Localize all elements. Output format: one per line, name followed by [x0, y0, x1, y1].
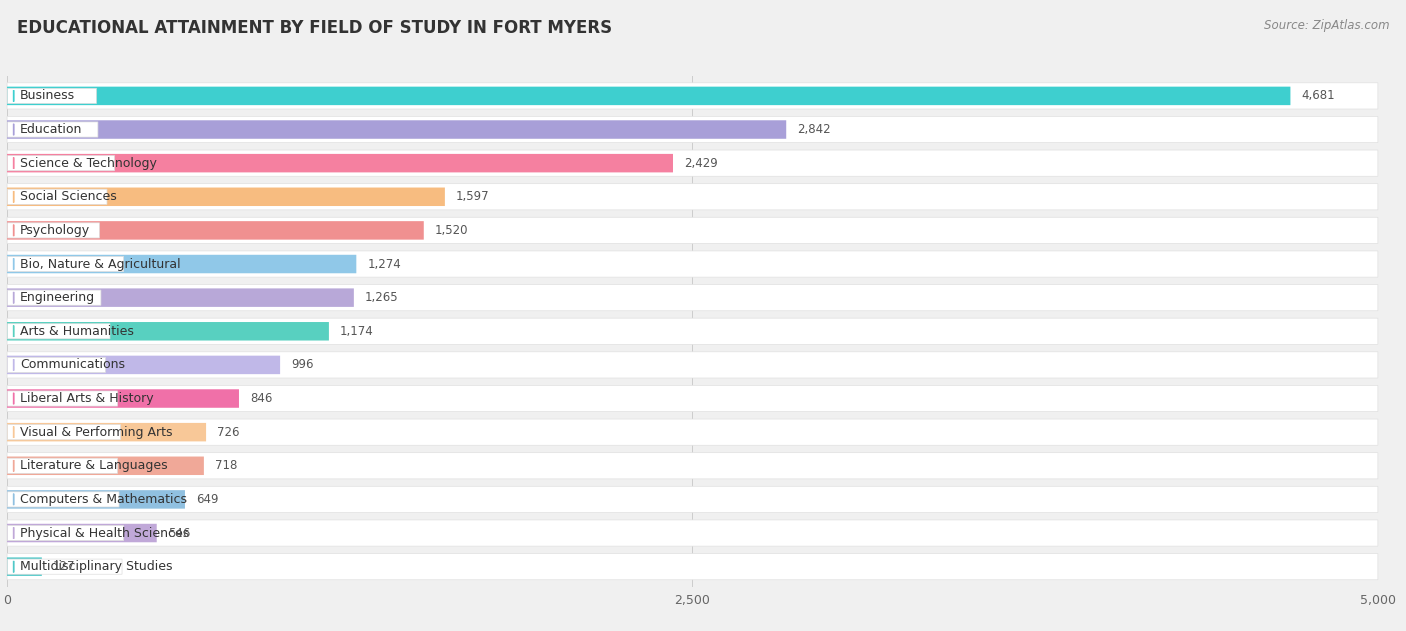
FancyBboxPatch shape	[7, 452, 1378, 479]
FancyBboxPatch shape	[7, 490, 186, 509]
Text: Multidisciplinary Studies: Multidisciplinary Studies	[20, 560, 173, 573]
Text: 996: 996	[291, 358, 314, 372]
Text: Science & Technology: Science & Technology	[20, 156, 157, 170]
Text: Engineering: Engineering	[20, 291, 96, 304]
FancyBboxPatch shape	[7, 386, 1378, 411]
Text: Source: ZipAtlas.com: Source: ZipAtlas.com	[1264, 19, 1389, 32]
FancyBboxPatch shape	[7, 391, 118, 406]
FancyBboxPatch shape	[7, 187, 444, 206]
FancyBboxPatch shape	[7, 256, 124, 271]
Text: 649: 649	[195, 493, 218, 506]
Text: Literature & Languages: Literature & Languages	[20, 459, 167, 472]
Text: 2,842: 2,842	[797, 123, 831, 136]
FancyBboxPatch shape	[7, 526, 124, 541]
FancyBboxPatch shape	[7, 457, 204, 475]
FancyBboxPatch shape	[7, 285, 1378, 310]
FancyBboxPatch shape	[7, 520, 1378, 546]
FancyBboxPatch shape	[7, 150, 1378, 176]
FancyBboxPatch shape	[7, 116, 1378, 143]
FancyBboxPatch shape	[7, 425, 121, 440]
FancyBboxPatch shape	[7, 83, 1378, 109]
FancyBboxPatch shape	[7, 553, 1378, 580]
FancyBboxPatch shape	[7, 184, 1378, 210]
Text: 1,174: 1,174	[340, 325, 374, 338]
FancyBboxPatch shape	[7, 559, 122, 574]
FancyBboxPatch shape	[7, 458, 118, 473]
FancyBboxPatch shape	[7, 324, 110, 339]
Text: 718: 718	[215, 459, 238, 472]
Text: 127: 127	[53, 560, 76, 573]
FancyBboxPatch shape	[7, 524, 156, 542]
FancyBboxPatch shape	[7, 154, 673, 172]
FancyBboxPatch shape	[7, 487, 1378, 512]
Text: 1,520: 1,520	[434, 224, 468, 237]
Text: Business: Business	[20, 90, 75, 102]
Text: 846: 846	[250, 392, 273, 405]
FancyBboxPatch shape	[7, 88, 97, 103]
Text: 4,681: 4,681	[1302, 90, 1336, 102]
FancyBboxPatch shape	[7, 217, 1378, 244]
FancyBboxPatch shape	[7, 423, 207, 442]
FancyBboxPatch shape	[7, 356, 280, 374]
Text: Liberal Arts & History: Liberal Arts & History	[20, 392, 153, 405]
Text: Education: Education	[20, 123, 83, 136]
FancyBboxPatch shape	[7, 86, 1291, 105]
FancyBboxPatch shape	[7, 223, 100, 238]
FancyBboxPatch shape	[7, 492, 120, 507]
FancyBboxPatch shape	[7, 221, 423, 240]
Text: Arts & Humanities: Arts & Humanities	[20, 325, 134, 338]
Text: Bio, Nature & Agricultural: Bio, Nature & Agricultural	[20, 257, 180, 271]
FancyBboxPatch shape	[7, 352, 1378, 378]
FancyBboxPatch shape	[7, 419, 1378, 445]
Text: Communications: Communications	[20, 358, 125, 372]
Text: Computers & Mathematics: Computers & Mathematics	[20, 493, 187, 506]
Text: Visual & Performing Arts: Visual & Performing Arts	[20, 426, 173, 439]
Text: Psychology: Psychology	[20, 224, 90, 237]
FancyBboxPatch shape	[7, 121, 786, 139]
FancyBboxPatch shape	[7, 122, 98, 137]
FancyBboxPatch shape	[7, 288, 354, 307]
Text: 1,274: 1,274	[367, 257, 401, 271]
Text: 2,429: 2,429	[683, 156, 717, 170]
Text: 1,265: 1,265	[364, 291, 398, 304]
FancyBboxPatch shape	[7, 322, 329, 341]
FancyBboxPatch shape	[7, 357, 105, 372]
FancyBboxPatch shape	[7, 318, 1378, 345]
FancyBboxPatch shape	[7, 290, 101, 305]
FancyBboxPatch shape	[7, 156, 114, 171]
FancyBboxPatch shape	[7, 251, 1378, 277]
FancyBboxPatch shape	[7, 255, 356, 273]
Text: Physical & Health Sciences: Physical & Health Sciences	[20, 526, 190, 540]
FancyBboxPatch shape	[7, 557, 42, 576]
Text: 546: 546	[167, 526, 190, 540]
Text: Social Sciences: Social Sciences	[20, 191, 117, 203]
Text: 1,597: 1,597	[456, 191, 489, 203]
FancyBboxPatch shape	[7, 389, 239, 408]
FancyBboxPatch shape	[7, 189, 107, 204]
Text: EDUCATIONAL ATTAINMENT BY FIELD OF STUDY IN FORT MYERS: EDUCATIONAL ATTAINMENT BY FIELD OF STUDY…	[17, 19, 612, 37]
Text: 726: 726	[217, 426, 239, 439]
